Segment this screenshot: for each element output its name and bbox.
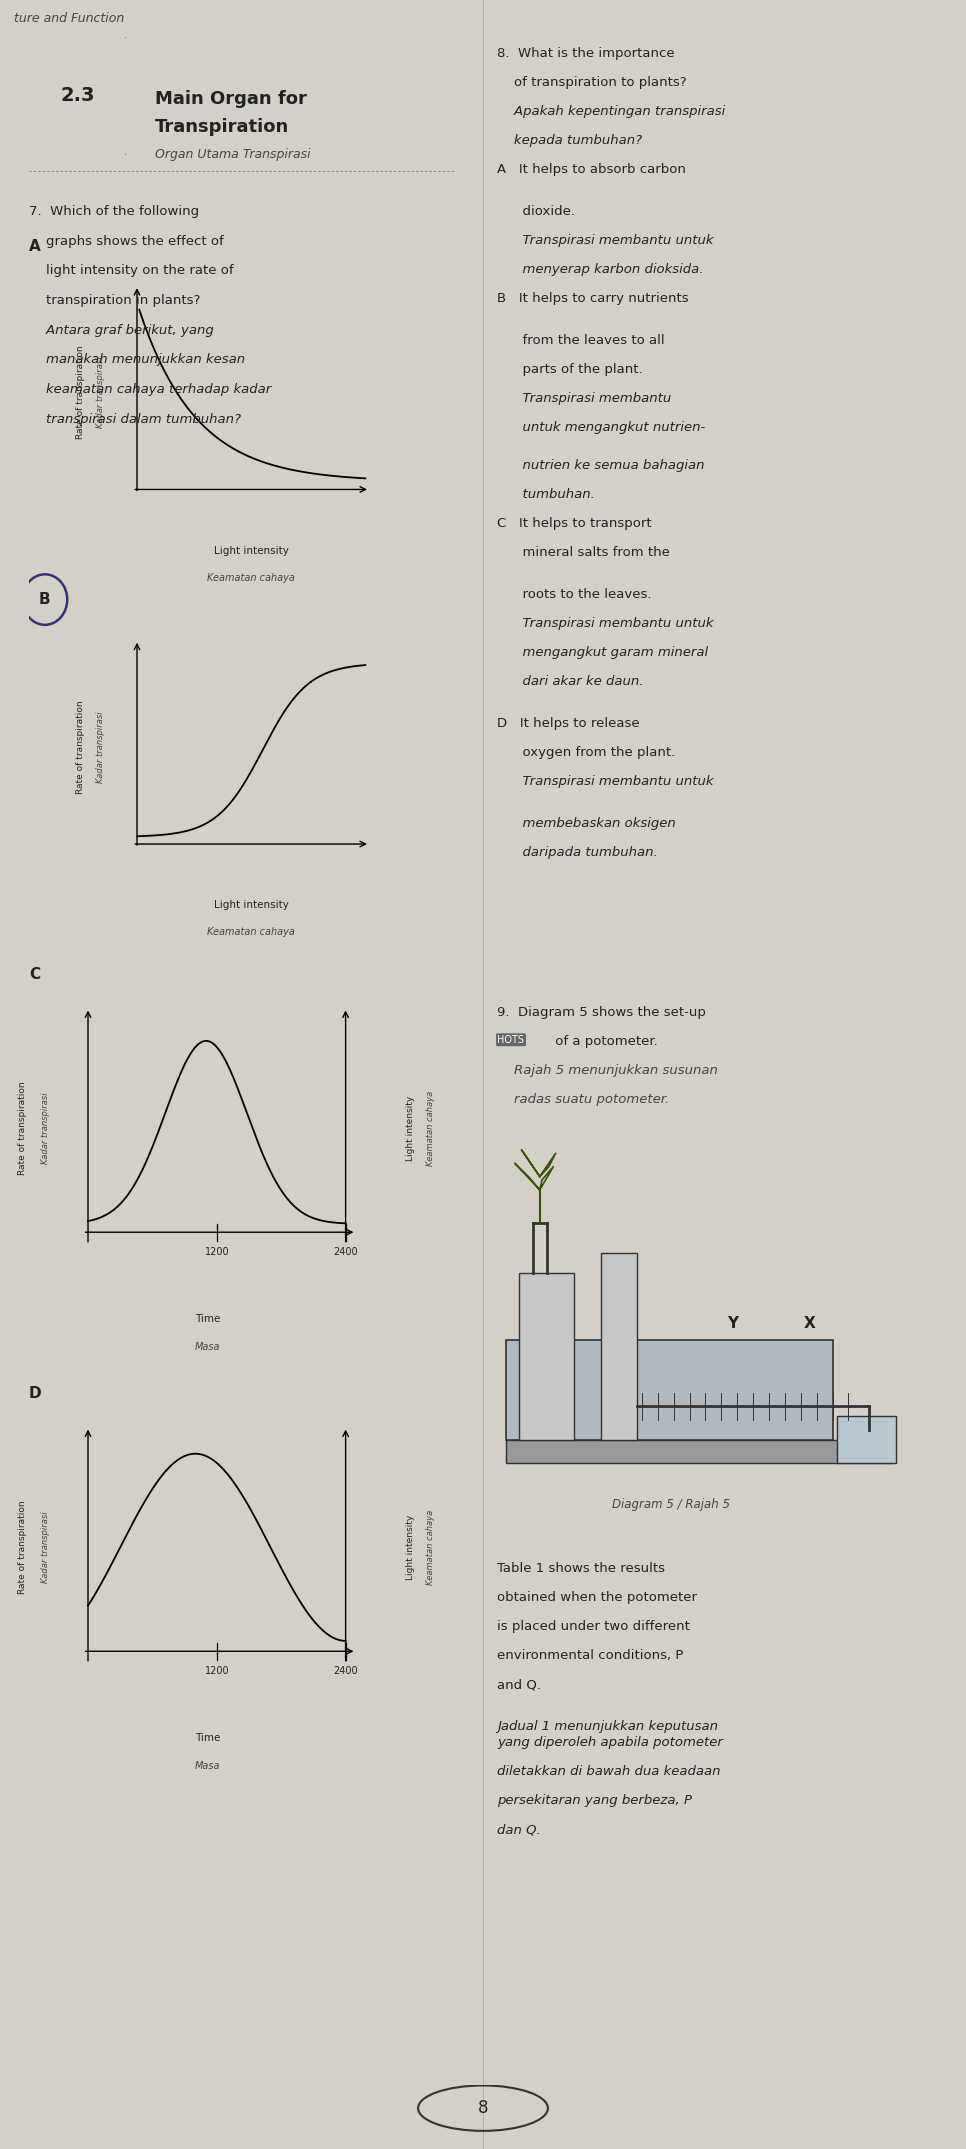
Text: Table 1 shows the results: Table 1 shows the results bbox=[497, 1562, 666, 1575]
Text: keamatan cahaya terhadap kadar: keamatan cahaya terhadap kadar bbox=[29, 383, 271, 395]
Text: Rajah 5 menunjukkan susunan: Rajah 5 menunjukkan susunan bbox=[497, 1064, 719, 1077]
Text: Diagram 5 / Rajah 5: Diagram 5 / Rajah 5 bbox=[612, 1498, 730, 1511]
Text: Transpirasi membantu untuk: Transpirasi membantu untuk bbox=[497, 776, 714, 789]
Text: oxygen from the plant.: oxygen from the plant. bbox=[497, 746, 676, 759]
Text: Kadar transpirasi: Kadar transpirasi bbox=[41, 1511, 50, 1584]
Text: 1200: 1200 bbox=[205, 1665, 229, 1676]
Text: Jadual 1 menunjukkan keputusan: Jadual 1 menunjukkan keputusan bbox=[497, 1719, 719, 1734]
FancyBboxPatch shape bbox=[26, 32, 128, 159]
Text: membebaskan oksigen: membebaskan oksigen bbox=[497, 817, 676, 830]
Text: 2400: 2400 bbox=[333, 1665, 358, 1676]
Text: Light intensity: Light intensity bbox=[213, 546, 289, 557]
Text: 2.3: 2.3 bbox=[60, 86, 95, 105]
Text: 9.  Diagram 5 shows the set-up: 9. Diagram 5 shows the set-up bbox=[497, 1006, 706, 1019]
Text: D: D bbox=[29, 1386, 42, 1401]
Text: Rate of transpiration: Rate of transpiration bbox=[17, 1081, 27, 1176]
Text: 2400: 2400 bbox=[333, 1246, 358, 1257]
Text: dari akar ke daun.: dari akar ke daun. bbox=[497, 675, 644, 688]
Bar bbox=[520, 1272, 574, 1440]
Text: B: B bbox=[39, 593, 51, 606]
Text: Organ Utama Transpirasi: Organ Utama Transpirasi bbox=[155, 148, 310, 161]
Text: Transpirasi membantu: Transpirasi membantu bbox=[497, 391, 671, 406]
Text: C   It helps to transport: C It helps to transport bbox=[497, 518, 652, 531]
Text: Main Organ for: Main Organ for bbox=[155, 90, 306, 107]
Text: 8.  What is the importance: 8. What is the importance bbox=[497, 47, 675, 60]
Text: is placed under two different: is placed under two different bbox=[497, 1620, 691, 1633]
Text: of transpiration to plants?: of transpiration to plants? bbox=[497, 75, 687, 90]
Text: Kadar transpirasi: Kadar transpirasi bbox=[96, 711, 105, 782]
Text: Masa: Masa bbox=[195, 1343, 220, 1352]
Text: Keamatan cahaya: Keamatan cahaya bbox=[208, 572, 295, 582]
Text: Light intensity: Light intensity bbox=[406, 1096, 415, 1160]
Text: Transpirasi membantu untuk: Transpirasi membantu untuk bbox=[497, 617, 714, 630]
Text: transpiration in plants?: transpiration in plants? bbox=[29, 294, 200, 307]
Text: Transpirasi membantu untuk: Transpirasi membantu untuk bbox=[497, 234, 714, 247]
Text: X: X bbox=[804, 1315, 815, 1330]
Text: tumbuhan.: tumbuhan. bbox=[497, 488, 595, 501]
Text: roots to the leaves.: roots to the leaves. bbox=[497, 587, 652, 602]
Text: Time: Time bbox=[195, 1313, 220, 1324]
Text: transpirasi dalam tumbuhan?: transpirasi dalam tumbuhan? bbox=[29, 413, 241, 426]
Text: C: C bbox=[29, 967, 41, 982]
Text: Kadar transpirasi: Kadar transpirasi bbox=[96, 357, 105, 428]
Text: parts of the plant.: parts of the plant. bbox=[497, 363, 643, 376]
Text: dioxide.: dioxide. bbox=[497, 206, 576, 219]
Text: Time: Time bbox=[195, 1732, 220, 1743]
Text: environmental conditions, P: environmental conditions, P bbox=[497, 1648, 684, 1663]
Text: Kadar transpirasi: Kadar transpirasi bbox=[41, 1092, 50, 1165]
Text: of a potometer.: of a potometer. bbox=[551, 1034, 658, 1049]
Text: obtained when the potometer: obtained when the potometer bbox=[497, 1590, 697, 1605]
Text: A: A bbox=[29, 239, 41, 254]
Text: Antara graf berikut, yang: Antara graf berikut, yang bbox=[29, 324, 213, 337]
Text: kepada tumbuhan?: kepada tumbuhan? bbox=[497, 133, 642, 148]
Bar bbox=[601, 1253, 638, 1440]
Text: mengangkut garam mineral: mengangkut garam mineral bbox=[497, 645, 709, 660]
Text: Rate of transpiration: Rate of transpiration bbox=[76, 346, 85, 438]
Text: Apakah kepentingan transpirasi: Apakah kepentingan transpirasi bbox=[497, 105, 725, 118]
Bar bbox=[506, 1339, 833, 1440]
Text: persekitaran yang berbeza, P: persekitaran yang berbeza, P bbox=[497, 1794, 693, 1807]
Text: mineral salts from the: mineral salts from the bbox=[497, 546, 670, 559]
Text: manakah menunjukkan kesan: manakah menunjukkan kesan bbox=[29, 352, 245, 365]
Text: Light intensity: Light intensity bbox=[406, 1515, 415, 1580]
Text: Y: Y bbox=[727, 1315, 738, 1330]
Text: graphs shows the effect of: graphs shows the effect of bbox=[29, 234, 224, 247]
Text: diletakkan di bawah dua keadaan: diletakkan di bawah dua keadaan bbox=[497, 1764, 721, 1779]
Bar bbox=[838, 1416, 896, 1463]
Text: dan Q.: dan Q. bbox=[497, 1822, 541, 1837]
Text: Masa: Masa bbox=[195, 1762, 220, 1771]
Text: Keamatan cahaya: Keamatan cahaya bbox=[208, 928, 295, 937]
Text: from the leaves to all: from the leaves to all bbox=[497, 333, 666, 348]
Text: ture and Function: ture and Function bbox=[14, 13, 125, 26]
Text: Keamatan cahaya: Keamatan cahaya bbox=[426, 1090, 436, 1167]
Text: B   It helps to carry nutrients: B It helps to carry nutrients bbox=[497, 292, 689, 305]
Text: light intensity on the rate of: light intensity on the rate of bbox=[29, 264, 234, 277]
Text: D   It helps to release: D It helps to release bbox=[497, 718, 640, 731]
Text: menyerap karbon dioksida.: menyerap karbon dioksida. bbox=[497, 262, 704, 277]
Text: Rate of transpiration: Rate of transpiration bbox=[17, 1500, 27, 1595]
Text: 1200: 1200 bbox=[205, 1246, 229, 1257]
Text: 7.  Which of the following: 7. Which of the following bbox=[29, 204, 199, 217]
Text: daripada tumbuhan.: daripada tumbuhan. bbox=[497, 847, 658, 860]
Text: yang diperoleh apabila potometer: yang diperoleh apabila potometer bbox=[497, 1736, 724, 1749]
Text: A   It helps to absorb carbon: A It helps to absorb carbon bbox=[497, 163, 687, 176]
Text: radas suatu potometer.: radas suatu potometer. bbox=[497, 1092, 669, 1107]
Text: 8: 8 bbox=[478, 2100, 488, 2117]
Text: Transpiration: Transpiration bbox=[155, 118, 289, 135]
Text: HOTS: HOTS bbox=[497, 1034, 525, 1044]
Text: untuk mengangkut nutrien-: untuk mengangkut nutrien- bbox=[497, 421, 706, 434]
Text: nutrien ke semua bahagian: nutrien ke semua bahagian bbox=[497, 460, 705, 473]
Text: Light intensity: Light intensity bbox=[213, 900, 289, 911]
Text: Rate of transpiration: Rate of transpiration bbox=[76, 701, 85, 793]
Text: Keamatan cahaya: Keamatan cahaya bbox=[426, 1509, 436, 1586]
Bar bbox=[506, 1440, 892, 1463]
Text: and Q.: and Q. bbox=[497, 1678, 542, 1691]
